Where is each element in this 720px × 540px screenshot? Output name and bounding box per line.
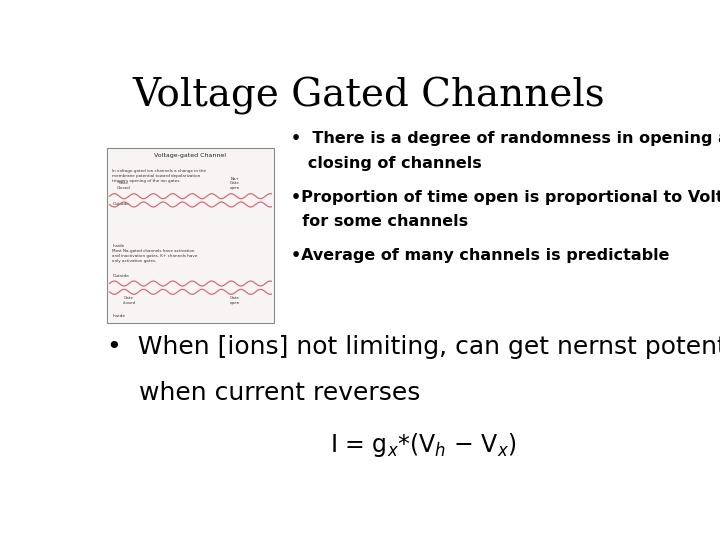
Text: Voltage Gated Channels: Voltage Gated Channels bbox=[132, 77, 606, 115]
Text: •Average of many channels is predictable: •Average of many channels is predictable bbox=[291, 248, 670, 263]
Text: Inside: Inside bbox=[112, 314, 125, 319]
Text: closing of channels: closing of channels bbox=[291, 156, 482, 171]
Text: Voltage-gated Channel: Voltage-gated Channel bbox=[154, 153, 226, 158]
Text: Na+
Gate
open: Na+ Gate open bbox=[230, 177, 240, 190]
Text: for some channels: for some channels bbox=[291, 214, 468, 230]
Text: Outside: Outside bbox=[112, 202, 130, 206]
Text: Inside
Most Na-gated channels have activation
and inactivation gates. K+ channel: Inside Most Na-gated channels have activ… bbox=[112, 244, 198, 262]
Text: In voltage-gated ion channels a change in the
membrane potential toward depolari: In voltage-gated ion channels a change i… bbox=[112, 168, 207, 183]
Text: Gate
closed: Gate closed bbox=[122, 296, 135, 305]
Text: •Proportion of time open is proportional to Voltage: •Proportion of time open is proportional… bbox=[291, 190, 720, 205]
Text: Gate
Closed: Gate Closed bbox=[117, 181, 130, 190]
FancyBboxPatch shape bbox=[107, 148, 274, 322]
Text: •  There is a degree of randomness in opening and: • There is a degree of randomness in ope… bbox=[291, 131, 720, 146]
Text: when current reverses: when current reverses bbox=[107, 381, 420, 405]
Text: Outside: Outside bbox=[112, 274, 130, 278]
Text: Gate
open: Gate open bbox=[230, 296, 240, 305]
Text: •  When [ions] not limiting, can get nernst potential: • When [ions] not limiting, can get nern… bbox=[107, 335, 720, 359]
Text: I = g$_x$*(V$_h$ $-$ V$_x$): I = g$_x$*(V$_h$ $-$ V$_x$) bbox=[330, 431, 517, 458]
